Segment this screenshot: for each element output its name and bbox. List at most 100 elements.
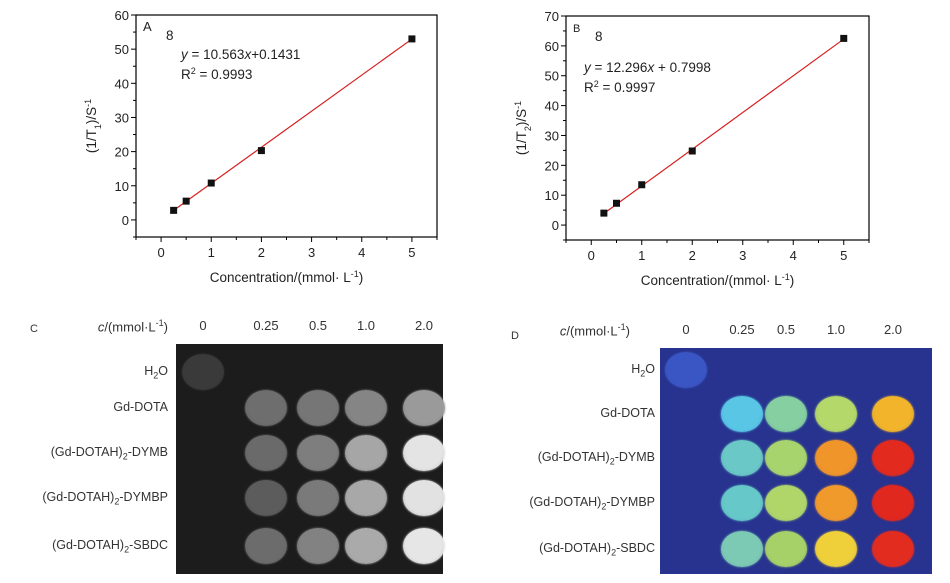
data-point <box>600 209 608 217</box>
y-axis-label: (1/T1)/S-1 <box>83 99 103 153</box>
sample-well <box>721 485 763 521</box>
x-axis-label: Concentration/(mmol· L-1) <box>641 272 795 288</box>
mri-plate-image <box>176 344 445 574</box>
y-tick-label: 40 <box>545 99 559 114</box>
y-tick-label: 0 <box>552 218 559 233</box>
panel-letter: A <box>143 19 152 34</box>
sample-well <box>815 440 857 476</box>
y-tick-label: 10 <box>115 179 129 194</box>
x-tick-label: 4 <box>358 245 365 260</box>
sample-well <box>297 390 339 426</box>
sample-well <box>815 485 857 521</box>
x-tick-label: 5 <box>840 248 847 263</box>
sample-well <box>245 390 287 426</box>
panel-letter: C <box>30 323 38 335</box>
x-tick-label: 4 <box>790 248 797 263</box>
y-tick-label: 10 <box>545 188 559 203</box>
concentration-column-label: 0.25 <box>253 318 279 333</box>
y-tick-label: 20 <box>545 158 559 173</box>
sample-row-label: (Gd-DOTAH)2-DYMB <box>537 450 655 467</box>
r-squared: R2 = 0.9997 <box>584 79 655 95</box>
sample-well <box>765 485 807 521</box>
x-tick-label: 0 <box>588 248 595 263</box>
sample-well <box>815 531 857 567</box>
r-squared: R2 = 0.9993 <box>181 66 252 82</box>
x-tick-label: 3 <box>739 248 746 263</box>
concentration-column-label: 0 <box>199 318 207 333</box>
x-tick-label: 1 <box>208 245 215 260</box>
data-point <box>638 181 646 189</box>
y-tick-label: 0 <box>122 213 129 228</box>
y-tick-label: 40 <box>115 76 129 91</box>
fit-equation: y = 10.563x+0.1431 <box>180 47 300 62</box>
sample-well <box>721 440 763 476</box>
x-axis-label: Concentration/(mmol· L-1) <box>210 269 364 285</box>
y-tick-label: 60 <box>115 8 129 23</box>
sample-row-label: (Gd-DOTAH)2-DYMBP <box>42 490 168 507</box>
sample-well <box>403 480 445 516</box>
concentration-column-label: 1.0 <box>826 322 846 337</box>
x-tick-label: 2 <box>258 245 265 260</box>
x-tick-label: 0 <box>157 245 164 260</box>
sample-well <box>721 396 763 432</box>
sample-well <box>297 528 339 564</box>
annotation-number: 8 <box>595 29 603 44</box>
sample-row-label: (Gd-DOTAH)2-DYMBP <box>529 495 655 512</box>
sample-well <box>345 480 387 516</box>
sample-well <box>345 528 387 564</box>
chart-b-t2-relaxation: 0 1 2 3 4 5010203040506070Concentration/(mmol… <box>513 9 870 288</box>
y-tick-label: 50 <box>115 42 129 57</box>
sample-well <box>765 440 807 476</box>
y-tick-label: 60 <box>545 39 559 54</box>
y-tick-label: 30 <box>115 110 129 125</box>
annotation-number: 8 <box>166 28 174 43</box>
sample-well <box>872 440 914 476</box>
sample-row-label: Gd-DOTA <box>113 400 168 414</box>
sample-well <box>297 435 339 471</box>
sample-well <box>345 390 387 426</box>
y-tick-label: 50 <box>545 69 559 84</box>
chart-a-t1-relaxation: 0 1 2 3 4 50102030405060Concentration/(mmol· … <box>83 8 438 285</box>
sample-well <box>245 435 287 471</box>
x-tick-label: 3 <box>308 245 315 260</box>
data-point <box>408 35 416 43</box>
x-tick-label: 2 <box>689 248 696 263</box>
sample-well <box>872 485 914 521</box>
y-tick-label: 70 <box>545 9 559 24</box>
mri-plate-image <box>660 348 932 574</box>
sample-well <box>403 435 445 471</box>
y-tick-label: 30 <box>545 128 559 143</box>
sample-row-label: Gd-DOTA <box>600 406 655 420</box>
sample-well <box>403 528 445 564</box>
sample-well <box>345 435 387 471</box>
sample-row-label: H2O <box>631 362 655 379</box>
concentration-column-label: 2.0 <box>414 318 434 333</box>
concentration-column-label: 0.25 <box>729 322 755 337</box>
plot-frame <box>565 15 870 241</box>
sample-well <box>872 396 914 432</box>
data-point <box>613 199 620 207</box>
sample-well <box>297 480 339 516</box>
y-tick-label: 20 <box>115 145 129 160</box>
x-tick-label: 5 <box>408 245 415 260</box>
concentration-header: c/(mmol·L-1) <box>559 322 630 339</box>
sample-well <box>765 531 807 567</box>
sample-well <box>815 396 857 432</box>
concentration-column-label: 1.0 <box>356 318 376 333</box>
sample-row-label: (Gd-DOTAH)2-DYMB <box>50 445 168 462</box>
sample-well <box>765 396 807 432</box>
data-point <box>207 179 215 187</box>
data-point <box>688 147 696 155</box>
sample-well <box>665 352 707 388</box>
sample-well <box>721 531 763 567</box>
sample-well <box>245 528 287 564</box>
concentration-column-label: 2.0 <box>883 322 903 337</box>
concentration-header: c/(mmol·L-1) <box>97 318 168 335</box>
x-tick-label: 1 <box>638 248 645 263</box>
concentration-column-label: 0.5 <box>776 322 796 337</box>
y-axis-label: (1/T2)/S-1 <box>513 101 533 155</box>
concentration-column-label: 0.5 <box>308 318 328 333</box>
data-point <box>182 197 190 205</box>
